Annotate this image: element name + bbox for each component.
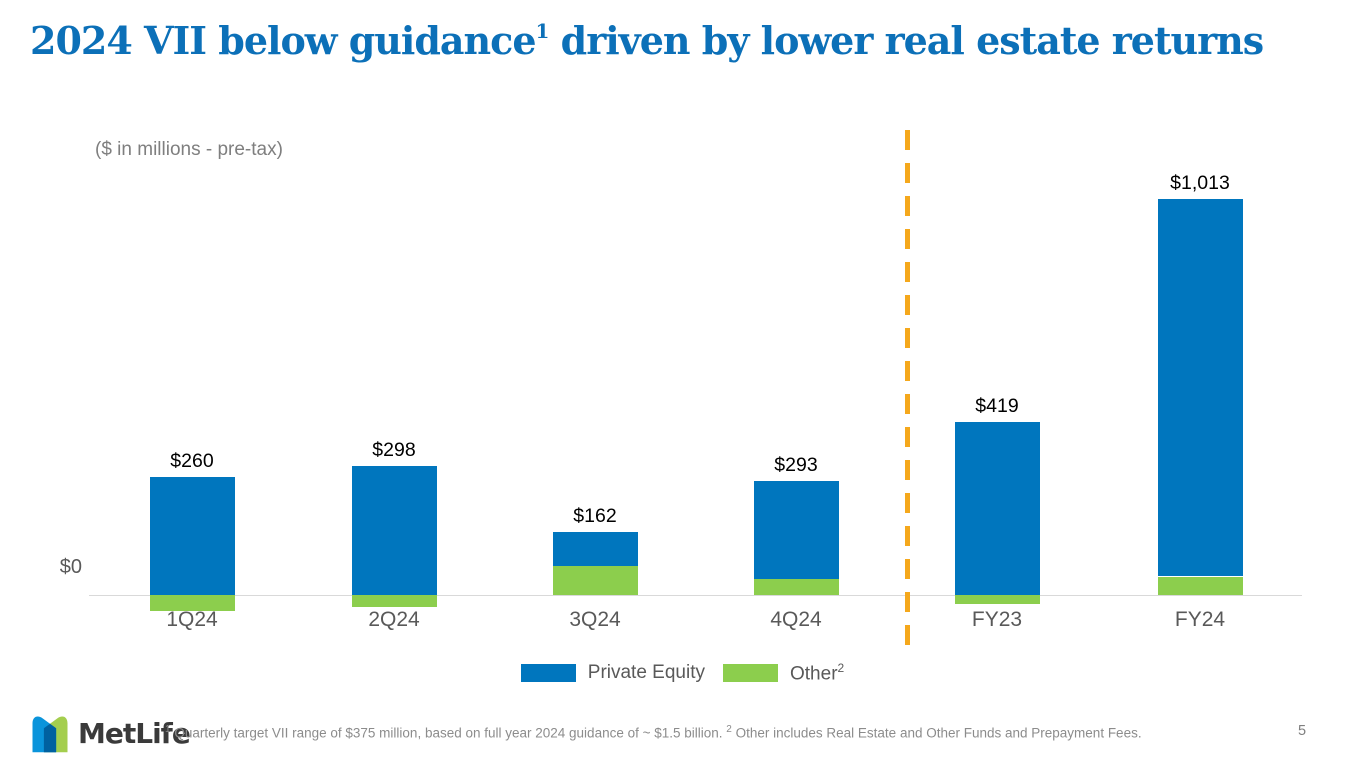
footnote-text-1: Quarterly target VII range of $375 milli… <box>170 725 727 741</box>
bar-segment-private-equity <box>955 422 1040 595</box>
footnote-superscript-2: 2 <box>726 724 732 735</box>
bar-segment-private-equity <box>352 466 437 595</box>
legend-label-superscript: 2 <box>837 661 845 675</box>
slide-title-superscript: 1 <box>535 19 550 44</box>
slide-title: 2024 VII below guidance1 driven by lower… <box>30 18 1265 63</box>
legend-label: Private Equity <box>587 662 705 684</box>
metlife-wordmark: MetLife <box>78 716 191 750</box>
category-label: 2Q24 <box>368 608 420 631</box>
chart-unit-note: ($ in millions - pre-tax) <box>95 139 283 160</box>
metlife-logo: MetLife <box>29 711 191 755</box>
footnote-text-2: Other includes Real Estate and Other Fun… <box>731 725 1142 741</box>
bar-segment-other <box>150 595 235 611</box>
bar-segment-private-equity <box>150 477 235 595</box>
footnote: 1 Quarterly target VII range of $375 mil… <box>165 724 1225 741</box>
y-axis-zero-label: $0 <box>59 556 82 578</box>
bar-total-label: $1,013 <box>1170 172 1230 194</box>
bar-total-label: $293 <box>774 454 818 476</box>
category-label: 1Q24 <box>166 608 218 631</box>
bar-segment-other <box>754 578 839 595</box>
category-label: FY23 <box>971 608 1023 631</box>
category-label: 4Q24 <box>770 608 822 631</box>
bar-segment-other <box>1158 577 1243 595</box>
legend-swatch-icon <box>520 664 576 683</box>
bar-segment-private-equity <box>754 481 839 579</box>
bar-segment-other <box>352 595 437 607</box>
quarterly-vs-fullyear-divider-line <box>905 130 910 648</box>
legend-swatch-icon <box>723 664 778 683</box>
page-number: 5 <box>1297 723 1307 739</box>
chart-legend: Private Equity Other2 <box>0 661 1365 685</box>
bar-segment-private-equity <box>1158 199 1243 576</box>
bar-total-label: $298 <box>372 439 416 461</box>
x-axis-line <box>89 595 1302 596</box>
category-label: FY24 <box>1174 608 1226 631</box>
metlife-logo-mark-icon <box>32 716 68 753</box>
bar-total-label: $419 <box>975 395 1019 417</box>
category-label: 3Q24 <box>569 608 621 631</box>
footnote-superscript-1: 1 <box>165 724 171 735</box>
legend-item: Private Equity <box>520 662 705 684</box>
slide-title-part1: 2024 VII below guidance <box>30 18 536 63</box>
bar-total-label: $162 <box>573 505 617 527</box>
legend-label: Other2 <box>790 661 845 685</box>
bar-total-label: $260 <box>170 450 214 472</box>
bar-segment-other <box>553 566 638 595</box>
legend-item: Other2 <box>723 661 844 685</box>
slide-title-part2: driven by lower real estate returns <box>548 18 1265 63</box>
bar-segment-private-equity <box>553 532 638 566</box>
bar-segment-other <box>955 595 1040 604</box>
